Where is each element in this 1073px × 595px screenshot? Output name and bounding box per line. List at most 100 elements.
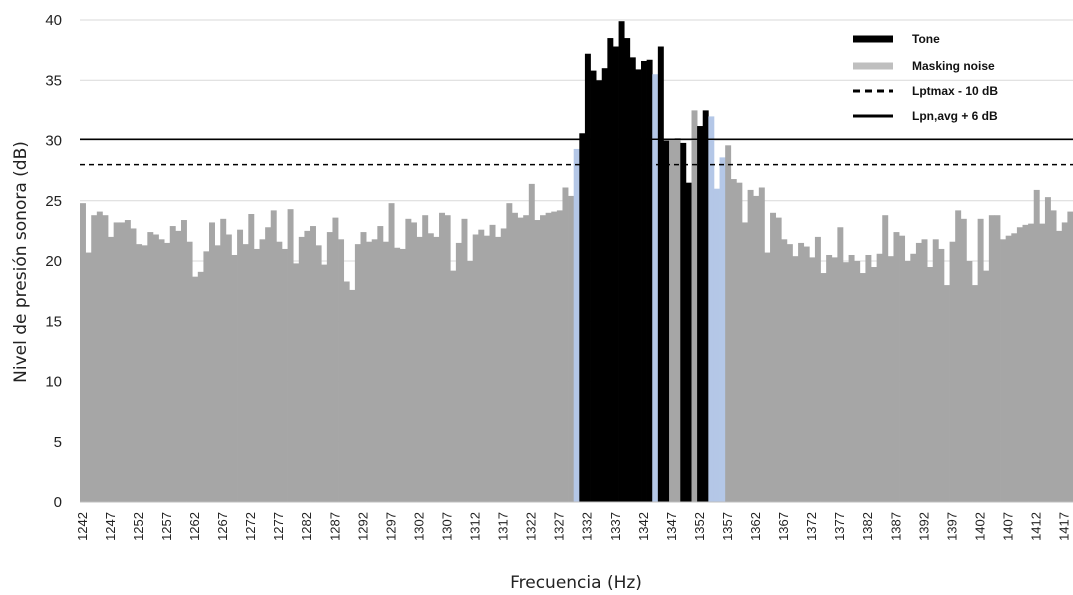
bar-masking-noise — [124, 220, 131, 502]
bar-masking-noise — [910, 253, 917, 502]
bar-masking-noise — [904, 261, 911, 502]
x-tick-label: 1332 — [580, 512, 595, 541]
bar-tone — [584, 53, 591, 503]
bar-masking-noise — [209, 222, 215, 502]
bar-masking-noise — [669, 139, 676, 503]
bar-tone — [635, 69, 642, 502]
bar-masking-noise — [270, 210, 277, 502]
bar-masking-noise — [534, 220, 541, 502]
bar-masking-noise — [1033, 189, 1040, 502]
y-tick-label: 30 — [45, 133, 62, 150]
x-tick-label: 1362 — [748, 512, 763, 541]
y-tick-label: 35 — [45, 72, 62, 89]
x-tick-label: 1257 — [159, 512, 174, 541]
y-tick-label: 20 — [45, 253, 62, 270]
bar-masking-noise — [792, 256, 799, 502]
x-tick-label: 1317 — [496, 512, 511, 541]
bar-masking-noise — [96, 211, 103, 502]
y-tick-label: 25 — [45, 193, 62, 210]
x-tick-label: 1412 — [1029, 512, 1044, 541]
bar-masking-noise — [450, 270, 457, 502]
bar-tone — [624, 38, 631, 502]
x-tick-label: 1337 — [608, 512, 623, 541]
bar-masking-noise — [119, 222, 126, 502]
bar-tone — [618, 21, 625, 503]
bar-masking-noise — [253, 248, 260, 502]
threshold-lines — [80, 138, 1073, 166]
bar-masking-noise — [528, 183, 535, 502]
bar-masking-noise — [568, 195, 575, 502]
bar-masking-noise — [725, 145, 732, 502]
x-tick-labels: 1242 1247 1252 1257 1262 1267 1272 1277 1282 1287… — [75, 512, 1072, 541]
bar-masking-noise — [814, 236, 821, 502]
bar-masking-noise — [652, 74, 659, 502]
bar-tone — [601, 68, 608, 502]
bar-masking-noise — [966, 261, 973, 502]
bar-masking-noise — [214, 245, 221, 502]
bar-masking-noise — [803, 246, 810, 502]
bar-masking-noise — [113, 222, 120, 502]
bar-masking-noise — [938, 248, 945, 502]
x-tick-label: 1272 — [243, 512, 258, 541]
x-tick-label: 1397 — [944, 512, 959, 541]
bar-masking-noise — [439, 212, 446, 503]
bar-masking-noise — [1067, 211, 1073, 502]
bar-tone — [629, 57, 636, 503]
bar-masking-noise — [489, 224, 496, 502]
bar-masking-noise — [416, 236, 423, 502]
bar-masking-noise — [326, 232, 333, 502]
bars — [80, 21, 1073, 503]
bar-masking-noise — [747, 189, 754, 502]
legend-label-masking-noise: Masking noise — [912, 59, 995, 73]
bar-masking-noise — [859, 273, 866, 502]
bar-masking-noise — [321, 264, 328, 502]
y-tick-label: 5 — [54, 434, 62, 451]
bar-masking-noise — [949, 241, 956, 502]
bar-masking-noise — [136, 244, 143, 502]
bar-masking-noise — [758, 187, 765, 503]
bar-masking-noise — [141, 245, 148, 502]
bar-masking-noise — [276, 241, 283, 502]
bar-masking-noise — [152, 234, 159, 503]
bar-tone — [641, 60, 647, 502]
bar-masking-noise — [382, 241, 389, 502]
bar-masking-noise — [876, 253, 883, 502]
bar-masking-noise — [1028, 223, 1035, 502]
x-axis-label: Frecuencia (Hz) — [510, 573, 642, 593]
bar-masking-noise — [192, 276, 199, 502]
bar-masking-noise — [562, 187, 569, 503]
bar-masking-noise — [1011, 233, 1018, 503]
bar-tone — [702, 110, 709, 503]
bar-tone — [596, 80, 603, 502]
bar-masking-noise — [91, 215, 98, 502]
bar-masking-noise — [1022, 224, 1029, 502]
bar-masking-noise — [399, 248, 406, 502]
y-tick-label: 0 — [54, 494, 62, 511]
bar-masking-noise — [770, 212, 777, 503]
bar-masking-noise — [915, 242, 922, 502]
x-tick-label: 1322 — [524, 512, 539, 541]
bar-masking-noise — [781, 239, 788, 502]
bar-masking-noise — [955, 210, 962, 502]
bar-tone — [663, 140, 670, 502]
bar-masking-noise — [338, 239, 345, 502]
bar-masking-noise — [713, 188, 720, 502]
bar-masking-noise — [281, 248, 288, 502]
bar-masking-noise — [237, 229, 244, 503]
bar-masking-noise — [927, 267, 934, 502]
bar-masking-noise — [983, 270, 990, 502]
bar-masking-noise — [310, 226, 316, 502]
x-tick-label: 1372 — [804, 512, 819, 541]
x-tick-label: 1302 — [411, 512, 426, 541]
bar-masking-noise — [871, 267, 877, 502]
x-tick-label: 1282 — [299, 512, 314, 541]
bar-masking-noise — [932, 239, 939, 502]
bar-tone — [685, 182, 692, 502]
bar-masking-noise — [427, 233, 434, 503]
x-tick-label: 1297 — [383, 512, 398, 541]
x-tick-label: 1367 — [776, 512, 791, 541]
x-tick-label: 1382 — [860, 512, 875, 541]
bar-masking-noise — [293, 263, 300, 502]
bar-masking-noise — [977, 218, 984, 502]
bar-masking-noise — [388, 203, 395, 502]
